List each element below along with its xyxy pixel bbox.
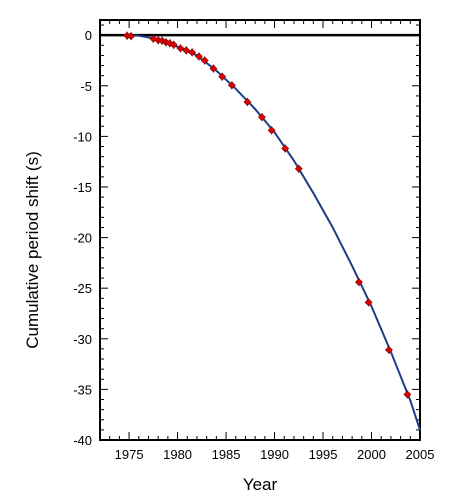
tick-labels: 1975 1980 1985 1990 1995 2000 2005 0 -5 -10 -15 -20…	[73, 28, 434, 462]
x-tick-label: 1980	[163, 447, 192, 462]
y-tick-label: -20	[73, 231, 92, 246]
data-point	[364, 298, 373, 307]
data-point	[385, 346, 393, 354]
y-tick-label: -25	[73, 281, 92, 296]
data-point	[227, 81, 236, 90]
y-tick-label: -30	[73, 332, 92, 347]
y-tick-label: -35	[73, 382, 92, 397]
data-point	[176, 44, 185, 53]
x-tick-label: 1985	[212, 447, 241, 462]
y-tick-label: -40	[73, 433, 92, 448]
y-tick-label: -5	[80, 79, 92, 94]
data-point	[267, 126, 276, 135]
data-point	[127, 32, 135, 41]
data-point	[209, 64, 218, 73]
data-point	[354, 278, 363, 287]
y-tick-label: -10	[73, 129, 92, 144]
data-series	[123, 31, 421, 431]
y-axis-title: Cumulative period shift (s)	[23, 151, 42, 348]
data-point	[258, 113, 266, 122]
y-tick-label: -15	[73, 180, 92, 195]
x-axis-title: Year	[243, 475, 278, 494]
data-point	[403, 390, 412, 399]
x-tick-label: 1995	[309, 447, 338, 462]
plot-frame	[99, 19, 421, 441]
data-point	[218, 72, 227, 81]
y-tick-label: 0	[85, 28, 92, 43]
data-point	[294, 164, 303, 173]
x-tick-label: 1975	[115, 447, 144, 462]
data-point	[194, 52, 203, 61]
x-tick-label: 2005	[406, 447, 435, 462]
data-point	[200, 56, 209, 65]
data-point	[169, 40, 178, 49]
data-point	[188, 48, 197, 57]
x-tick-label: 1990	[260, 447, 289, 462]
data-point	[281, 144, 290, 153]
data-point	[243, 98, 252, 106]
data-point	[182, 46, 191, 55]
x-tick-label: 2000	[357, 447, 386, 462]
data-point	[158, 36, 166, 45]
